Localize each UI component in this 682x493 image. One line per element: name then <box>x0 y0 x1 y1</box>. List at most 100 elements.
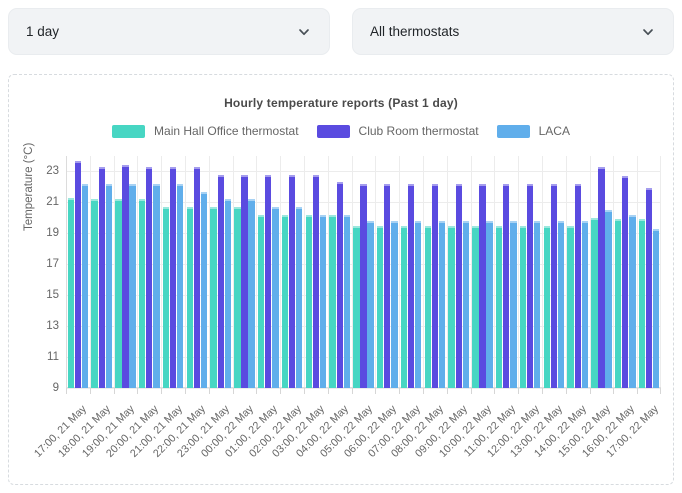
bar-main-hall-office-thermostat[interactable] <box>591 217 598 388</box>
x-axis-tick <box>304 388 305 394</box>
bar-club-room-thermostat[interactable] <box>74 160 82 388</box>
bar-club-room-thermostat[interactable] <box>98 166 105 388</box>
bar-main-hall-office-thermostat[interactable] <box>329 214 336 388</box>
y-tick-label: 23 <box>46 164 59 177</box>
bar-club-room-thermostat[interactable] <box>384 183 391 388</box>
bar-main-hall-office-thermostat[interactable] <box>210 207 217 388</box>
v-gridline <box>137 156 139 388</box>
v-gridline <box>542 156 543 388</box>
legend-label: Main Hall Office thermostat <box>154 124 299 138</box>
bar-club-room-thermostat[interactable] <box>288 174 296 388</box>
bar-club-room-thermostat[interactable] <box>455 183 462 388</box>
bar-club-room-thermostat[interactable] <box>217 174 224 388</box>
bar-club-room-thermostat[interactable] <box>146 166 153 388</box>
v-gridline <box>161 156 163 388</box>
bar-main-hall-office-thermostat[interactable] <box>115 199 122 388</box>
bar-club-room-thermostat[interactable] <box>479 183 486 388</box>
bar-main-hall-office-thermostat[interactable] <box>400 225 408 388</box>
bar-laca[interactable] <box>581 220 588 388</box>
bar-main-hall-office-thermostat[interactable] <box>186 207 193 388</box>
bar-main-hall-office-thermostat[interactable] <box>519 225 527 388</box>
bar-main-hall-office-thermostat[interactable] <box>472 225 479 388</box>
v-gridline <box>232 156 234 388</box>
bar-main-hall-office-thermostat[interactable] <box>638 219 646 388</box>
bar-laca[interactable] <box>605 210 612 388</box>
v-gridline <box>399 156 401 388</box>
legend-item-laca[interactable]: LACA <box>496 124 570 138</box>
bar-club-room-thermostat[interactable] <box>169 166 177 388</box>
v-gridline <box>589 156 591 388</box>
bar-main-hall-office-thermostat[interactable] <box>305 214 312 388</box>
bar-main-hall-office-thermostat[interactable] <box>281 214 289 388</box>
y-axis-ticks: 9 11 13 15 17 19 21 23 <box>9 156 59 394</box>
bar-main-hall-office-thermostat[interactable] <box>543 225 550 388</box>
v-gridline <box>446 156 448 388</box>
filter-toolbar: 1 day All thermostats <box>0 0 682 62</box>
bar-laca[interactable] <box>462 220 469 388</box>
bar-club-room-thermostat[interactable] <box>265 174 272 388</box>
bar-laca[interactable] <box>272 207 279 388</box>
bar-club-room-thermostat[interactable] <box>431 183 439 388</box>
bar-main-hall-office-thermostat[interactable] <box>139 199 146 388</box>
legend-swatch <box>316 124 350 138</box>
v-gridline <box>113 156 115 388</box>
bar-laca[interactable] <box>296 207 303 388</box>
bar-laca[interactable] <box>557 220 565 388</box>
bar-main-hall-office-thermostat[interactable] <box>496 225 503 388</box>
bar-laca[interactable] <box>200 191 208 388</box>
bar-main-hall-office-thermostat[interactable] <box>424 225 431 388</box>
bar-club-room-thermostat[interactable] <box>574 183 581 388</box>
bar-laca[interactable] <box>534 220 541 388</box>
bar-main-hall-office-thermostat[interactable] <box>448 225 455 388</box>
legend-item-main-hall-office-thermostat[interactable]: Main Hall Office thermostat <box>112 124 299 138</box>
bar-laca[interactable] <box>319 214 327 388</box>
x-axis-tick <box>375 388 377 394</box>
bar-laca[interactable] <box>629 214 636 388</box>
bar-club-room-thermostat[interactable] <box>645 188 653 388</box>
bar-laca[interactable] <box>438 220 446 388</box>
x-axis-tick <box>351 388 353 394</box>
bar-laca[interactable] <box>153 183 160 388</box>
bar-main-hall-office-thermostat[interactable] <box>353 225 360 388</box>
y-tick-label: 17 <box>46 257 59 270</box>
v-gridline <box>660 156 661 388</box>
bar-main-hall-office-thermostat[interactable] <box>377 225 384 388</box>
bar-club-room-thermostat[interactable] <box>503 183 510 388</box>
bar-club-room-thermostat[interactable] <box>622 176 629 388</box>
bar-club-room-thermostat[interactable] <box>550 183 558 388</box>
bar-main-hall-office-thermostat[interactable] <box>162 207 170 388</box>
bar-laca[interactable] <box>415 220 422 388</box>
bar-main-hall-office-thermostat[interactable] <box>615 219 622 388</box>
bar-main-hall-office-thermostat[interactable] <box>258 214 265 388</box>
bar-club-room-thermostat[interactable] <box>526 183 534 388</box>
bar-club-room-thermostat[interactable] <box>407 183 415 388</box>
bar-laca[interactable] <box>224 199 231 388</box>
bar-laca[interactable] <box>81 183 89 388</box>
legend-item-club-room-thermostat[interactable]: Club Room thermostat <box>316 124 479 138</box>
v-gridline <box>518 156 520 388</box>
bar-laca[interactable] <box>129 183 136 388</box>
bar-club-room-thermostat[interactable] <box>312 174 320 388</box>
bar-main-hall-office-thermostat[interactable] <box>67 197 74 388</box>
y-tick-label: 13 <box>46 319 59 332</box>
bar-laca[interactable] <box>391 220 398 388</box>
period-dropdown[interactable]: 1 day <box>8 8 330 55</box>
bar-club-room-thermostat[interactable] <box>360 183 367 388</box>
bar-laca[interactable] <box>367 220 374 388</box>
bar-club-room-thermostat[interactable] <box>193 166 201 388</box>
bar-laca[interactable] <box>177 183 184 388</box>
bar-main-hall-office-thermostat[interactable] <box>91 199 98 388</box>
thermostats-dropdown[interactable]: All thermostats <box>352 8 674 55</box>
bar-main-hall-office-thermostat[interactable] <box>234 207 241 388</box>
bar-club-room-thermostat[interactable] <box>122 165 129 388</box>
bar-laca[interactable] <box>653 228 660 388</box>
bar-club-room-thermostat[interactable] <box>598 166 605 388</box>
bar-club-room-thermostat[interactable] <box>336 182 343 388</box>
bar-laca[interactable] <box>510 220 517 388</box>
bar-main-hall-office-thermostat[interactable] <box>567 225 574 388</box>
bar-laca[interactable] <box>486 220 493 388</box>
bar-laca[interactable] <box>343 214 350 388</box>
bar-laca[interactable] <box>248 199 255 388</box>
bar-laca[interactable] <box>105 183 112 388</box>
bar-club-room-thermostat[interactable] <box>241 174 248 388</box>
